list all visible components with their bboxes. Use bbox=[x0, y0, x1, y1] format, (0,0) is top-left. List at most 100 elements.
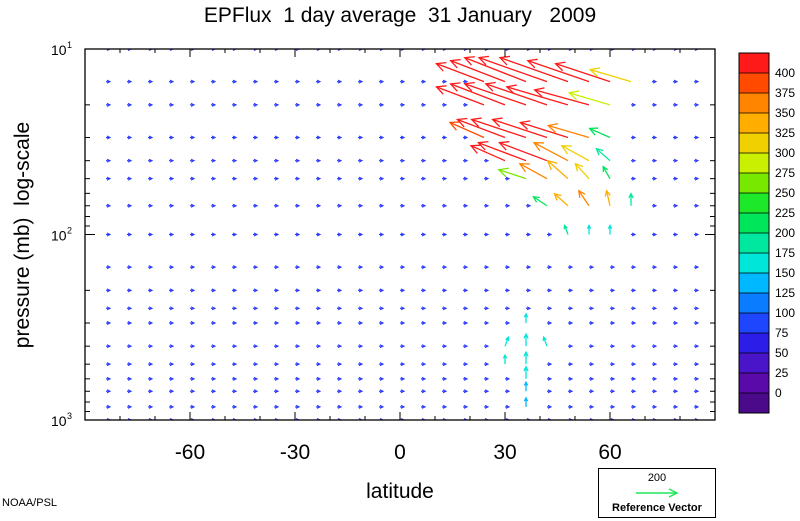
vector-arrow bbox=[190, 344, 196, 349]
vector-arrow bbox=[379, 389, 385, 394]
vector-arrow bbox=[274, 376, 280, 381]
vector-arrow bbox=[211, 362, 217, 367]
vector-arrow bbox=[523, 380, 529, 392]
svg-text:1: 1 bbox=[67, 40, 72, 50]
vector-arrow bbox=[400, 232, 406, 237]
vector-arrow bbox=[379, 344, 385, 349]
vector-arrow bbox=[211, 176, 217, 181]
x-axis-label: latitude bbox=[366, 480, 434, 503]
vector-arrow bbox=[253, 404, 259, 409]
vector-arrow bbox=[148, 321, 154, 325]
vector-arrow bbox=[526, 49, 532, 51]
vector-arrow bbox=[274, 321, 280, 325]
vector-arrow bbox=[274, 418, 280, 420]
vector-arrow bbox=[232, 306, 238, 311]
vector-arrow bbox=[673, 306, 679, 311]
vector-arrow bbox=[358, 288, 364, 293]
vector-arrow bbox=[379, 418, 385, 420]
vector-arrow bbox=[504, 335, 510, 347]
vector-arrow bbox=[673, 265, 679, 270]
vector-arrow bbox=[694, 389, 700, 394]
vector-arrow bbox=[211, 418, 217, 420]
vector-arrow bbox=[106, 376, 112, 381]
vector-arrow bbox=[127, 265, 133, 270]
vector-arrow bbox=[484, 389, 490, 394]
vector-arrow bbox=[316, 232, 322, 237]
vector-arrow bbox=[274, 135, 280, 140]
vector-arrow bbox=[442, 376, 448, 381]
vector-arrow bbox=[505, 203, 511, 208]
vector-arrow bbox=[190, 135, 196, 140]
vector-arrow bbox=[106, 135, 112, 140]
vector-arrow bbox=[694, 79, 700, 84]
vector-arrow bbox=[274, 389, 280, 394]
vector-arrow bbox=[449, 82, 506, 106]
vector-arrow bbox=[652, 102, 658, 107]
vector-arrow bbox=[232, 321, 238, 325]
vector-arrow bbox=[652, 362, 658, 367]
vector-arrow bbox=[400, 176, 406, 181]
vector-arrow bbox=[400, 135, 406, 140]
vector-arrow bbox=[232, 389, 238, 394]
vector-arrow bbox=[523, 312, 529, 324]
vector-arrow bbox=[295, 49, 301, 51]
vector-arrow bbox=[148, 203, 154, 208]
colorbar-label: 0 bbox=[775, 386, 782, 400]
credit-label: NOAA/PSL bbox=[2, 497, 58, 509]
vector-arrow bbox=[127, 135, 133, 140]
vector-arrow bbox=[253, 232, 259, 237]
vector-arrow bbox=[463, 321, 469, 325]
vector-arrow bbox=[442, 79, 448, 84]
vector-arrow bbox=[190, 306, 196, 311]
vector-arrow bbox=[498, 55, 569, 83]
vector-arrow bbox=[169, 49, 175, 51]
vector-arrow bbox=[673, 389, 679, 394]
vector-arrow bbox=[169, 102, 175, 107]
vector-arrow bbox=[610, 265, 616, 270]
vector-arrow bbox=[400, 49, 406, 51]
vector-arrow bbox=[547, 376, 553, 381]
vector-arrow bbox=[127, 102, 133, 107]
colorbar: 4003753503253002752502252001751501251007… bbox=[738, 52, 795, 414]
vector-arrow bbox=[442, 418, 448, 420]
reference-vector-label: Reference Vector bbox=[612, 502, 702, 514]
vector-arrow bbox=[337, 321, 343, 325]
vector-arrow bbox=[505, 418, 511, 420]
vector-arrow bbox=[106, 362, 112, 367]
colorbar-label: 25 bbox=[775, 366, 789, 380]
vector-arrow bbox=[547, 404, 553, 409]
vector-arrow bbox=[274, 79, 280, 84]
vector-arrow bbox=[523, 332, 529, 347]
vector-arrow bbox=[589, 344, 595, 349]
vector-arrow bbox=[274, 344, 280, 349]
vector-arrow bbox=[421, 344, 427, 349]
vector-arrow bbox=[379, 306, 385, 311]
vector-arrow bbox=[546, 123, 590, 139]
vector-arrow bbox=[484, 265, 490, 270]
vector-arrow bbox=[358, 176, 364, 181]
vector-arrow bbox=[337, 418, 343, 420]
vector-arrow bbox=[169, 135, 175, 140]
vector-arrow bbox=[148, 389, 154, 394]
vector-arrow bbox=[421, 306, 427, 311]
vector-arrow bbox=[694, 203, 700, 208]
vector-arrow bbox=[211, 389, 217, 394]
y-tick-label: 10 2 bbox=[51, 226, 72, 244]
vector-arrow bbox=[274, 102, 280, 107]
vector-arrow bbox=[148, 376, 154, 381]
vector-arrow bbox=[526, 265, 532, 270]
vector-arrow bbox=[442, 362, 448, 367]
vector-arrow bbox=[253, 418, 259, 420]
vector-arrow bbox=[673, 135, 679, 140]
vector-arrow bbox=[421, 232, 427, 237]
vector-arrow bbox=[694, 49, 700, 51]
svg-text:3: 3 bbox=[67, 411, 72, 421]
vector-arrow bbox=[484, 288, 490, 293]
vector-arrow bbox=[106, 344, 112, 349]
vector-arrow bbox=[148, 102, 154, 107]
vector-arrow bbox=[106, 321, 112, 325]
vector-arrow bbox=[253, 176, 259, 181]
vector-arrow bbox=[610, 376, 616, 381]
vector-arrow bbox=[337, 79, 343, 84]
vector-arrow bbox=[127, 158, 133, 163]
